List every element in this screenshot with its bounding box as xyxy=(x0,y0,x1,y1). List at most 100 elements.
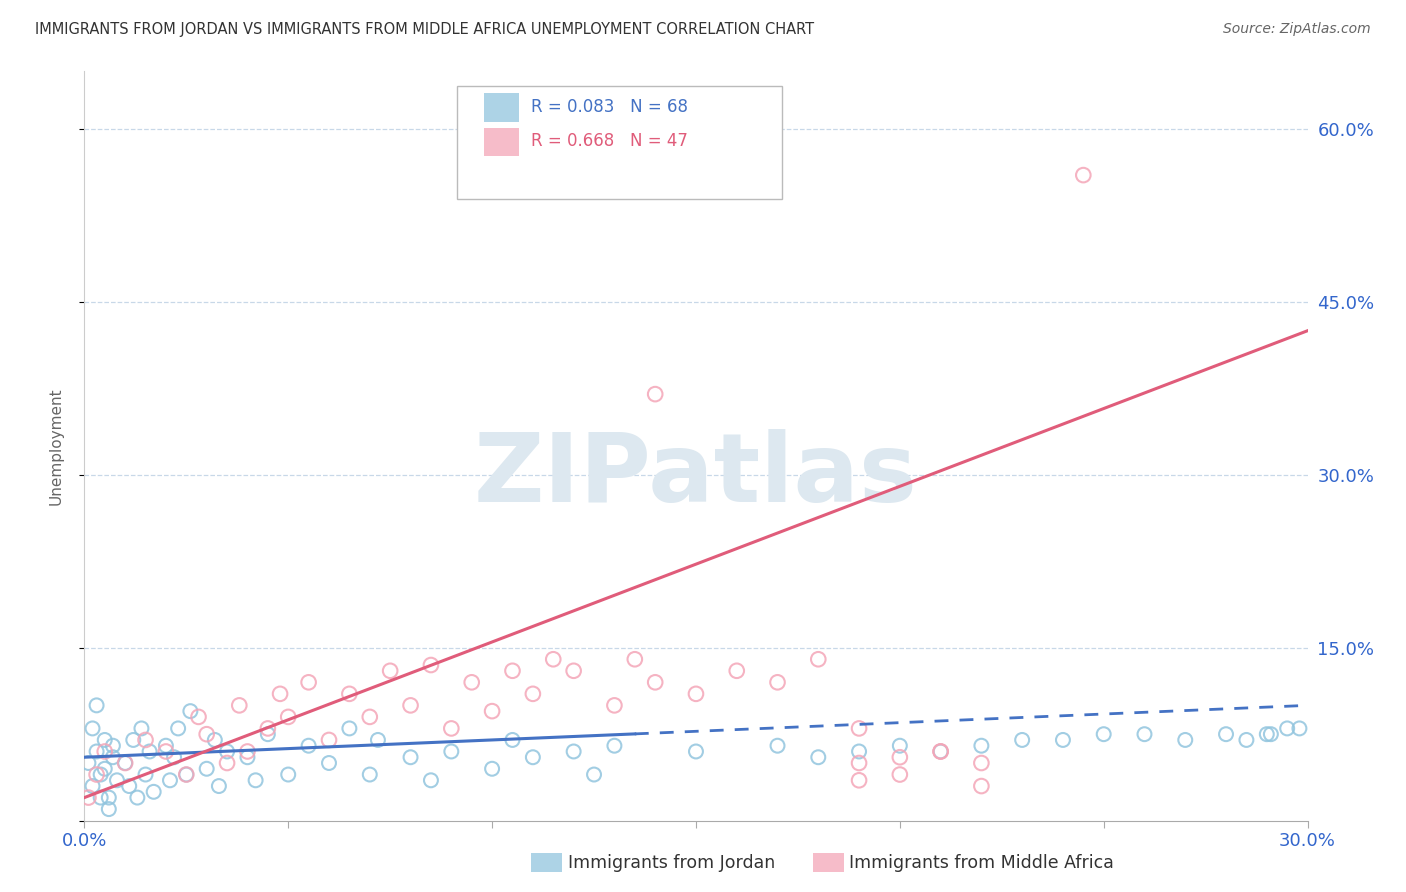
Point xyxy=(167,722,190,736)
Point xyxy=(82,779,104,793)
Point xyxy=(1260,727,1282,741)
Point xyxy=(90,767,112,781)
Point xyxy=(93,744,115,758)
Point xyxy=(502,664,524,678)
Text: R = 0.083   N = 68: R = 0.083 N = 68 xyxy=(531,97,688,116)
Point xyxy=(481,762,503,776)
Point xyxy=(1133,727,1156,741)
Point xyxy=(848,756,870,770)
Point xyxy=(195,762,218,776)
Point xyxy=(420,658,443,673)
Point xyxy=(1073,168,1095,182)
Point xyxy=(339,687,361,701)
Point xyxy=(848,744,870,758)
Point xyxy=(970,779,993,793)
Point xyxy=(217,744,239,758)
Point xyxy=(208,779,231,793)
Point xyxy=(277,767,299,781)
Point xyxy=(1256,727,1278,741)
Point xyxy=(318,756,340,770)
Point xyxy=(257,722,280,736)
Point xyxy=(135,767,157,781)
Point xyxy=(644,675,666,690)
Point xyxy=(929,744,952,758)
Point xyxy=(97,802,120,816)
Point xyxy=(86,744,108,758)
Point xyxy=(624,652,647,666)
Point xyxy=(195,727,218,741)
FancyBboxPatch shape xyxy=(484,93,519,121)
Point xyxy=(1277,722,1299,736)
Point xyxy=(163,750,186,764)
Point xyxy=(179,704,201,718)
FancyBboxPatch shape xyxy=(484,128,519,156)
Point xyxy=(236,744,259,758)
Point xyxy=(174,767,197,781)
Point xyxy=(228,698,250,713)
Point xyxy=(502,733,524,747)
Point xyxy=(889,767,911,781)
Point xyxy=(187,710,209,724)
Point xyxy=(766,739,789,753)
Point xyxy=(380,664,402,678)
Point xyxy=(90,790,112,805)
Point xyxy=(138,744,160,758)
Point xyxy=(807,750,830,764)
Point xyxy=(93,733,115,747)
Point xyxy=(1092,727,1115,741)
Point xyxy=(86,767,108,781)
Point xyxy=(77,790,100,805)
Text: R = 0.668   N = 47: R = 0.668 N = 47 xyxy=(531,132,688,150)
Point xyxy=(562,744,585,758)
Point xyxy=(685,687,707,701)
Point xyxy=(298,675,321,690)
Point xyxy=(603,739,626,753)
Point xyxy=(101,739,124,753)
Point xyxy=(118,779,141,793)
Point xyxy=(603,698,626,713)
Point xyxy=(77,756,100,770)
Point xyxy=(1215,727,1237,741)
Point xyxy=(127,790,149,805)
Point xyxy=(114,756,136,770)
Point xyxy=(848,722,870,736)
Point xyxy=(217,756,239,770)
Text: IMMIGRANTS FROM JORDAN VS IMMIGRANTS FROM MIDDLE AFRICA UNEMPLOYMENT CORRELATION: IMMIGRANTS FROM JORDAN VS IMMIGRANTS FRO… xyxy=(35,22,814,37)
Point xyxy=(257,727,280,741)
Point xyxy=(461,675,484,690)
Point xyxy=(889,739,911,753)
Point xyxy=(86,698,108,713)
Point xyxy=(725,664,748,678)
FancyBboxPatch shape xyxy=(457,87,782,199)
Point xyxy=(142,785,165,799)
Point xyxy=(807,652,830,666)
Point xyxy=(359,710,381,724)
Point xyxy=(135,733,157,747)
Point xyxy=(174,767,197,781)
Point xyxy=(440,744,463,758)
Point xyxy=(101,750,124,764)
Point xyxy=(970,756,993,770)
Point xyxy=(298,739,321,753)
Point xyxy=(522,687,544,701)
Point xyxy=(1174,733,1197,747)
Text: ZIPatlas: ZIPatlas xyxy=(474,429,918,523)
Point xyxy=(122,733,145,747)
Point xyxy=(481,704,503,718)
Point xyxy=(339,722,361,736)
Point xyxy=(367,733,389,747)
Point xyxy=(644,387,666,401)
Point xyxy=(159,773,181,788)
Point xyxy=(889,750,911,764)
Point xyxy=(522,750,544,764)
Point xyxy=(114,756,136,770)
Point xyxy=(245,773,267,788)
Point xyxy=(929,744,952,758)
Point xyxy=(970,739,993,753)
Y-axis label: Unemployment: Unemployment xyxy=(49,387,63,505)
Point xyxy=(236,750,259,764)
Point xyxy=(105,773,128,788)
Point xyxy=(399,698,422,713)
Point xyxy=(440,722,463,736)
Point xyxy=(82,722,104,736)
